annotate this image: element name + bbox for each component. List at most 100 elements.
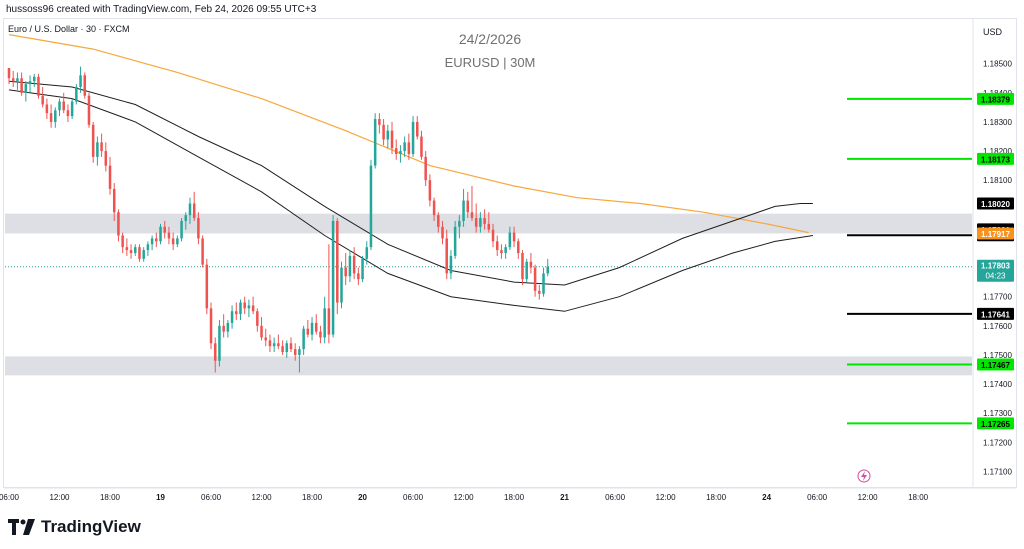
candle-body: [226, 322, 230, 332]
candle-body: [483, 218, 486, 224]
candle: [20, 72, 23, 96]
candle: [167, 226, 171, 245]
candle: [264, 328, 268, 347]
candle: [100, 133, 103, 157]
candle-body: [306, 328, 310, 335]
level-lines-layer: [5, 97, 972, 425]
candle: [79, 66, 82, 93]
candle: [512, 226, 516, 248]
tradingview-logo-icon: [8, 519, 36, 535]
candle: [411, 116, 415, 157]
level-badge-4-label: 1.17467: [981, 361, 1010, 370]
candle: [529, 253, 533, 274]
candle-body: [357, 273, 360, 280]
candle-body: [382, 124, 385, 140]
sr-zone-1: [5, 356, 972, 376]
candle-body: [134, 247, 137, 253]
candle-body: [533, 267, 537, 291]
candle-body: [521, 253, 524, 280]
candle: [441, 220, 444, 245]
candle-body: [159, 226, 162, 242]
last-price-badge-bg: [977, 259, 1014, 282]
level-badge-0-label: 1.18379: [981, 95, 1010, 104]
countdown-label: 04:23: [985, 272, 1006, 281]
x-tick-label: 21: [560, 493, 569, 502]
candle-body: [108, 165, 112, 189]
candle: [256, 308, 259, 332]
candle-body: [247, 305, 251, 309]
candle-body: [16, 78, 19, 82]
candle: [415, 116, 419, 140]
candle-body: [243, 302, 246, 309]
candle-body: [138, 247, 141, 259]
candle: [163, 220, 166, 239]
candle-body: [70, 101, 74, 117]
candle-body: [54, 110, 57, 122]
x-tick-label: 12:00: [454, 493, 475, 502]
candle: [104, 142, 108, 172]
candle-body: [121, 235, 124, 248]
candle: [495, 235, 499, 256]
candle: [314, 314, 318, 335]
candle: [129, 244, 133, 259]
candle-body: [28, 81, 32, 85]
candle-body: [314, 322, 318, 332]
candle-body: [218, 325, 221, 361]
candle-body: [298, 349, 301, 355]
candle-body: [58, 101, 61, 111]
candle: [58, 98, 61, 117]
candle: [323, 296, 326, 344]
candle-body: [163, 226, 166, 233]
candle: [230, 305, 234, 329]
candle-body: [361, 258, 364, 280]
candle-body: [373, 119, 377, 166]
x-tick-label: 19: [156, 493, 165, 502]
candle: [32, 73, 36, 87]
candle-body: [188, 203, 192, 216]
candle-body: [45, 104, 49, 114]
candle: [41, 86, 44, 108]
candle: [243, 296, 246, 315]
indicator-line-1: [8, 80, 813, 286]
candle-body: [264, 337, 268, 341]
lightning-icon[interactable]: [857, 469, 871, 483]
candle: [176, 235, 179, 248]
x-tick-label: 24: [762, 493, 771, 502]
candle: [142, 247, 145, 262]
x-tick-label: 18:00: [302, 493, 323, 502]
candle: [453, 220, 457, 259]
candle: [226, 319, 230, 338]
candle: [37, 73, 40, 99]
candle-body: [87, 95, 91, 125]
candle-body: [277, 343, 280, 347]
candle: [394, 139, 398, 160]
x-tick-label: 06:00: [605, 493, 626, 502]
candle: [87, 92, 91, 128]
x-tick-label: 06:00: [807, 493, 828, 502]
candle: [474, 203, 478, 233]
candle-body: [432, 200, 436, 216]
candle-body: [150, 238, 154, 245]
candle: [28, 75, 32, 93]
x-tick-label: 18:00: [908, 493, 929, 502]
candle: [268, 334, 272, 353]
candle-body: [344, 267, 347, 277]
x-tick-label: 12:00: [656, 493, 677, 502]
candle: [45, 98, 49, 120]
candle-body: [386, 130, 390, 140]
tradingview-brand[interactable]: TradingView: [8, 517, 141, 537]
candle-body: [142, 250, 145, 259]
candle: [146, 241, 150, 256]
candle: [62, 92, 65, 114]
candle-body: [285, 343, 289, 353]
candle: [11, 70, 15, 87]
candle: [399, 145, 402, 163]
candle: [542, 267, 545, 297]
candle-body: [441, 226, 444, 239]
candle-body: [66, 110, 70, 117]
candle-body: [340, 267, 343, 303]
candle: [201, 235, 204, 268]
candle-body: [260, 325, 263, 338]
x-tick-label: 18:00: [100, 493, 121, 502]
